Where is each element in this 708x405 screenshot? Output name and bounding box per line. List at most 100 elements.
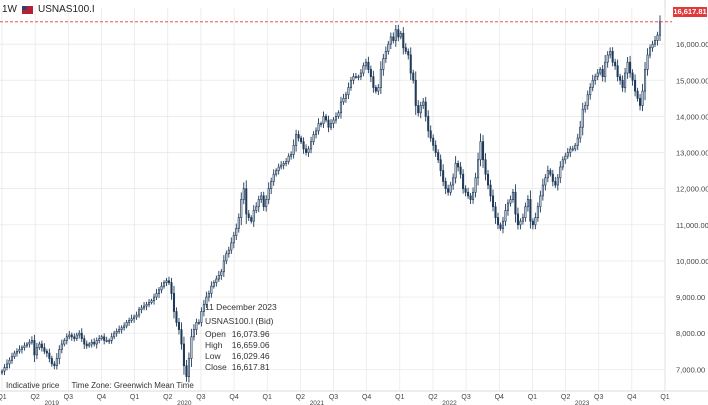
x-quarter-label: Q4 bbox=[627, 394, 636, 401]
candle-body bbox=[429, 130, 432, 139]
candle-body bbox=[437, 152, 440, 161]
ohlc-info-panel: 11 December 2023 USNAS100.I (Bid) Open 16… bbox=[205, 302, 277, 373]
x-quarter-label: Q3 bbox=[594, 394, 603, 401]
info-date: 11 December 2023 bbox=[205, 302, 277, 312]
candle-body bbox=[75, 334, 78, 339]
candle-body bbox=[427, 116, 430, 132]
candle-body bbox=[53, 363, 56, 367]
candle-body bbox=[8, 359, 11, 365]
candle-body bbox=[143, 305, 146, 309]
candle-body bbox=[242, 188, 245, 200]
candle-body bbox=[474, 177, 477, 193]
candle-body bbox=[337, 112, 340, 117]
x-quarter-label: Q1 bbox=[395, 394, 404, 401]
candle-body bbox=[444, 181, 447, 190]
candle-body bbox=[541, 184, 544, 197]
candle-body bbox=[491, 195, 495, 208]
candle-body bbox=[506, 202, 509, 211]
candle-body bbox=[148, 302, 151, 305]
x-quarter-label: Q2 bbox=[296, 394, 305, 401]
candle-body bbox=[653, 40, 657, 45]
x-quarter-label: Q1 bbox=[0, 394, 7, 401]
info-symbol: USNAS100.I (Bid) bbox=[205, 316, 274, 326]
candle-body bbox=[564, 155, 567, 161]
candle-body bbox=[616, 65, 619, 78]
candle-body bbox=[70, 334, 73, 338]
indicative-price-note: Indicative price bbox=[6, 381, 60, 390]
candle-body bbox=[245, 188, 248, 215]
grid-lines bbox=[0, 0, 708, 392]
candle-body bbox=[103, 336, 106, 341]
candle-body bbox=[225, 253, 228, 262]
candle-body bbox=[235, 228, 238, 236]
x-quarter-label: Q3 bbox=[64, 394, 73, 401]
x-quarter-label: Q1 bbox=[263, 394, 272, 401]
x-quarter-label: Q2 bbox=[561, 394, 570, 401]
candle-body bbox=[449, 184, 452, 193]
x-year-label: 2020 bbox=[177, 400, 192, 405]
candle-body bbox=[30, 340, 33, 343]
candle-body bbox=[38, 343, 41, 348]
candle-body bbox=[312, 134, 315, 143]
x-quarter-label: Q2 bbox=[163, 394, 172, 401]
y-tick-label: 14,000.00 bbox=[676, 112, 708, 121]
candle-body bbox=[434, 144, 437, 153]
candle-body bbox=[374, 87, 377, 92]
candle-body bbox=[192, 329, 195, 338]
candle-body bbox=[509, 199, 512, 204]
candle-body bbox=[83, 338, 86, 345]
candle-body bbox=[467, 191, 470, 197]
ohlc-row-close: Close 16,617.81 bbox=[205, 362, 270, 372]
candle-body bbox=[349, 79, 352, 88]
candle-body bbox=[574, 144, 577, 150]
candle-body bbox=[639, 97, 642, 106]
candle-body bbox=[63, 340, 66, 345]
interval-label[interactable]: 1W bbox=[2, 4, 17, 15]
candle-body bbox=[237, 217, 240, 229]
candle-body bbox=[531, 220, 534, 226]
candle-body bbox=[78, 332, 81, 336]
candle-body bbox=[275, 170, 278, 175]
candle-body bbox=[207, 293, 210, 298]
candle-body bbox=[197, 321, 200, 324]
candle-body bbox=[457, 163, 460, 168]
us-flag-icon bbox=[22, 5, 33, 14]
candle-body bbox=[95, 340, 98, 345]
candle-body bbox=[586, 94, 589, 106]
candle-body bbox=[477, 159, 480, 179]
candle-body bbox=[439, 159, 442, 171]
candle-body bbox=[379, 69, 382, 88]
candle-body bbox=[544, 177, 547, 186]
candle-body bbox=[524, 206, 527, 218]
candle-body bbox=[414, 79, 417, 106]
candle-body bbox=[534, 217, 537, 226]
candle-body bbox=[342, 97, 345, 103]
candle-body bbox=[482, 141, 485, 161]
last-price-tag: 16,617.81 bbox=[673, 7, 707, 17]
candle-body bbox=[113, 332, 116, 338]
ohlc-table: Open 16,073.96 High 16,659.06 Low 16,029.46… bbox=[205, 329, 270, 373]
candle-body bbox=[486, 173, 490, 186]
candle-body bbox=[514, 191, 517, 215]
candle-body bbox=[584, 105, 587, 110]
candle-body bbox=[569, 148, 572, 153]
candle-body bbox=[140, 307, 143, 311]
y-tick-label: 15,000.00 bbox=[676, 76, 708, 85]
candle-body bbox=[310, 141, 313, 150]
candle-body bbox=[133, 316, 136, 320]
candle-body bbox=[175, 311, 178, 323]
candle-body bbox=[347, 87, 350, 96]
candle-body bbox=[536, 206, 539, 218]
symbol-label[interactable]: USNAS100.I bbox=[38, 4, 95, 15]
candle-body bbox=[339, 101, 343, 114]
candle-body bbox=[402, 32, 405, 49]
candle-body bbox=[364, 61, 367, 67]
candle-body bbox=[295, 134, 298, 146]
candle-body bbox=[629, 61, 632, 74]
candle-body bbox=[571, 148, 574, 151]
candle-body bbox=[123, 325, 126, 329]
candle-body bbox=[285, 161, 288, 164]
candle-body bbox=[526, 199, 529, 208]
candle-body bbox=[262, 195, 265, 208]
candle-body bbox=[329, 123, 333, 128]
